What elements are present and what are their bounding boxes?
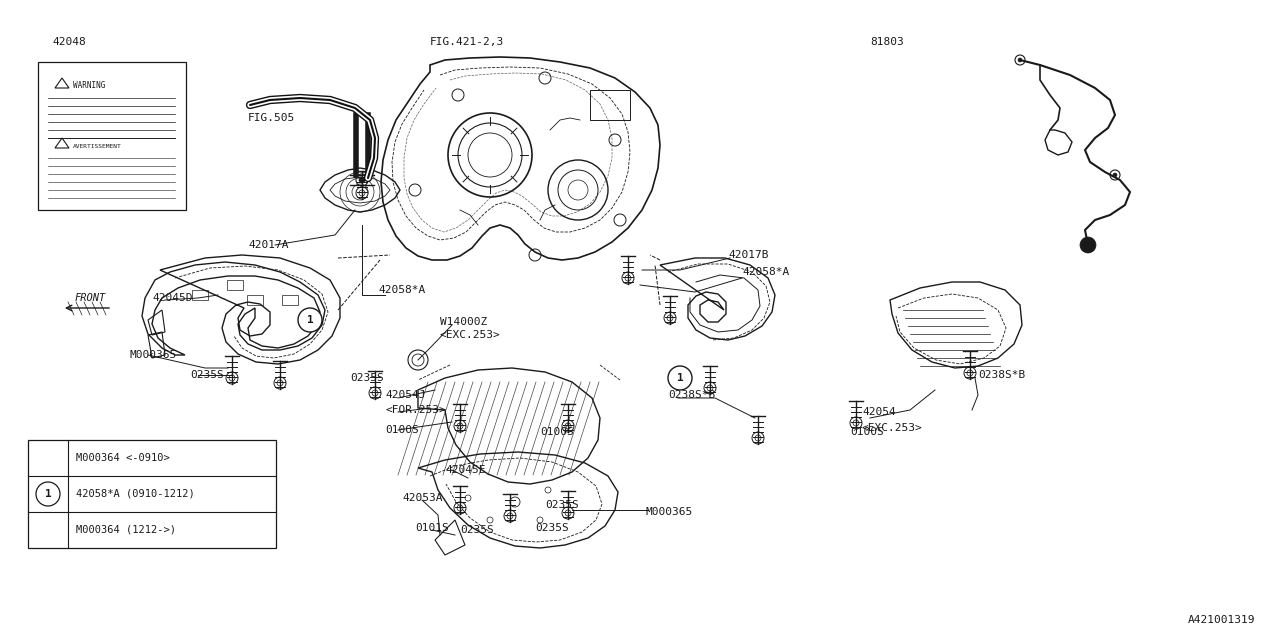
Text: M000365: M000365 <box>131 350 177 360</box>
Circle shape <box>562 507 573 519</box>
Text: M000365: M000365 <box>645 507 692 517</box>
Text: 42017B: 42017B <box>728 250 768 260</box>
Text: AVERTISSEMENT: AVERTISSEMENT <box>73 143 122 148</box>
Text: 0101S: 0101S <box>415 523 449 533</box>
Text: W14000Z: W14000Z <box>440 317 488 327</box>
Text: 42048: 42048 <box>52 37 86 47</box>
Circle shape <box>753 432 764 444</box>
Text: <EXC.253>: <EXC.253> <box>861 423 923 433</box>
Text: 0100S: 0100S <box>540 427 573 437</box>
Text: 0235S: 0235S <box>349 373 384 383</box>
Text: <FOR.253>: <FOR.253> <box>385 405 445 415</box>
Circle shape <box>504 510 516 522</box>
Text: 0235S: 0235S <box>189 370 224 380</box>
Circle shape <box>1080 237 1096 253</box>
Text: FIG.421-2,3: FIG.421-2,3 <box>430 37 504 47</box>
Text: 0100S: 0100S <box>850 427 883 437</box>
Text: 0238S*B: 0238S*B <box>978 370 1025 380</box>
Circle shape <box>964 367 977 379</box>
Circle shape <box>274 377 285 389</box>
Circle shape <box>704 382 716 394</box>
Circle shape <box>454 420 466 432</box>
Circle shape <box>356 187 369 199</box>
Circle shape <box>562 420 573 432</box>
Text: FRONT: FRONT <box>74 293 106 303</box>
Text: 42045D: 42045D <box>152 293 192 303</box>
Circle shape <box>1114 173 1117 177</box>
Circle shape <box>664 312 676 324</box>
Text: 42058*A: 42058*A <box>742 267 790 277</box>
Text: WARNING: WARNING <box>73 81 105 90</box>
Text: 0100S: 0100S <box>385 425 419 435</box>
Circle shape <box>298 308 323 332</box>
Text: 42054: 42054 <box>861 407 896 417</box>
Text: A421001319: A421001319 <box>1188 615 1254 625</box>
Text: 0238S*B: 0238S*B <box>668 390 716 400</box>
Text: 42017A: 42017A <box>248 240 288 250</box>
Text: 1: 1 <box>45 489 51 499</box>
Circle shape <box>668 366 692 390</box>
Text: 42058*A: 42058*A <box>378 285 425 295</box>
Text: 0235S: 0235S <box>535 523 568 533</box>
Bar <box>38 62 186 210</box>
Bar <box>28 440 276 548</box>
Circle shape <box>227 372 238 384</box>
Circle shape <box>622 272 634 284</box>
Text: 42045E: 42045E <box>445 465 485 475</box>
Text: FIG.505: FIG.505 <box>248 113 296 123</box>
Circle shape <box>850 417 861 429</box>
Circle shape <box>1018 58 1021 62</box>
Circle shape <box>369 387 381 399</box>
Text: 42053A: 42053A <box>402 493 443 503</box>
Text: 1: 1 <box>677 373 684 383</box>
Circle shape <box>454 502 466 514</box>
Circle shape <box>358 177 365 183</box>
Text: 0235S: 0235S <box>460 525 494 535</box>
Text: <EXC.253>: <EXC.253> <box>440 330 500 340</box>
Text: 0235S: 0235S <box>545 500 579 510</box>
Text: 81803: 81803 <box>870 37 904 47</box>
Text: M000364 <-0910>: M000364 <-0910> <box>76 453 170 463</box>
Text: 42054J: 42054J <box>385 390 425 400</box>
Text: M000364 (1212->): M000364 (1212->) <box>76 525 177 535</box>
Text: 42058*A (0910-1212): 42058*A (0910-1212) <box>76 489 195 499</box>
Text: 1: 1 <box>307 315 314 325</box>
